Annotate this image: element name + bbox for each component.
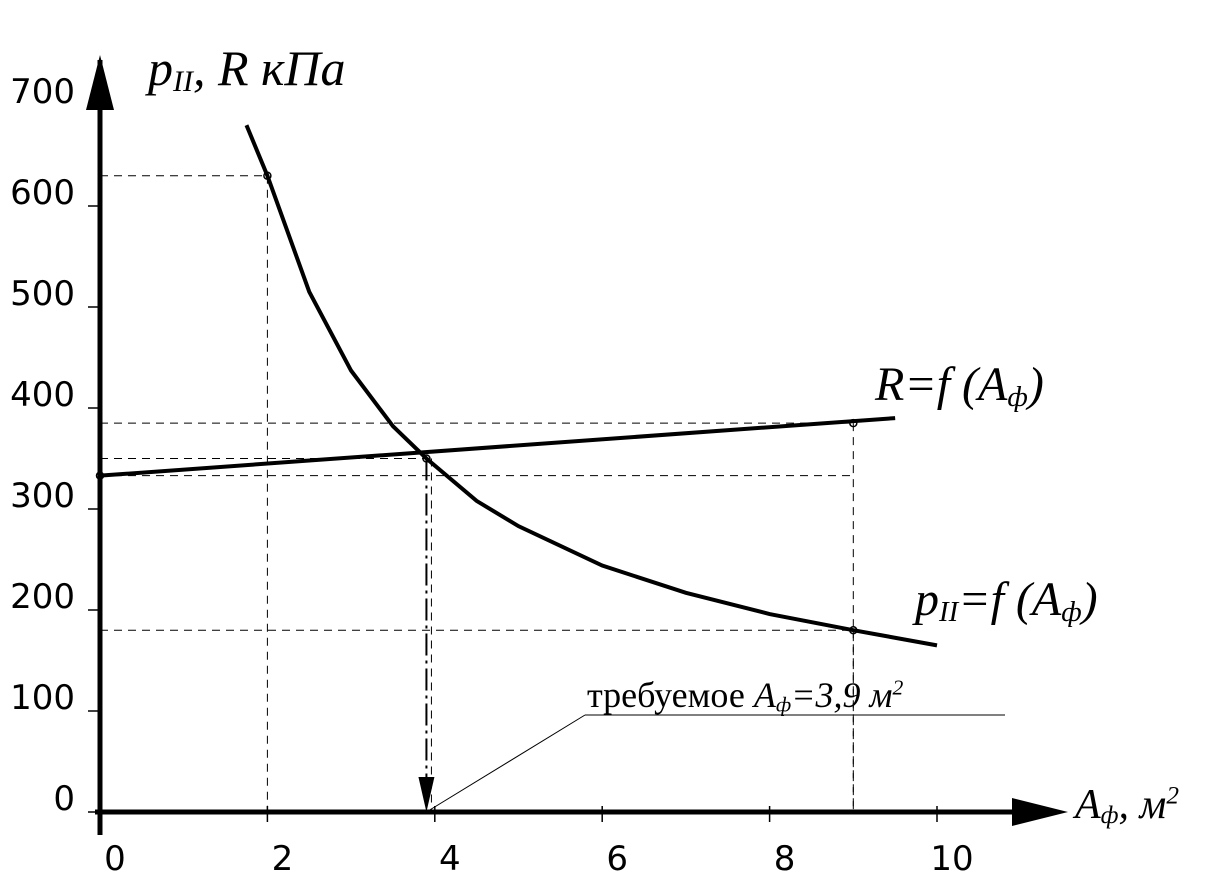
y-axis-label-part: II	[172, 65, 195, 98]
annotation-leader	[426, 714, 586, 813]
y-tick-label: 100	[10, 678, 75, 718]
legend-label: pII=f (Aф)	[912, 573, 1098, 628]
x-axis-label-part: A	[1072, 782, 1101, 828]
x-axis-label: Aф, м2	[1072, 782, 1179, 829]
annotation-part: =3,9 м	[791, 675, 892, 715]
x-tick-label: 10	[930, 839, 973, 879]
x-axis-label-part: ф	[1101, 802, 1119, 829]
legend-label-part: ф	[1007, 381, 1027, 413]
guide-point	[422, 454, 431, 463]
annotation-part: ф	[776, 692, 791, 716]
annotation-part: требуемое	[587, 675, 754, 715]
series-line	[244, 124, 938, 648]
y-tick-label: 700	[10, 72, 75, 112]
x-tick-label: 6	[606, 839, 628, 879]
y-tick-label: 600	[10, 173, 75, 213]
x-tick-label: 4	[439, 839, 461, 879]
annotation: требуемое Aф=3,9 м2	[587, 675, 903, 716]
y-tick-label: 400	[10, 375, 75, 415]
guide-arrowhead	[418, 777, 435, 812]
y-tick-label: 0	[53, 779, 75, 819]
y-tick-label: 200	[10, 577, 75, 617]
legend-label-part: II	[938, 596, 960, 628]
y-axis-label: pII, R кПа	[145, 40, 346, 98]
annotation-part: 2	[892, 675, 903, 699]
x-tick-label: 2	[272, 839, 294, 879]
legend-label: R=f (Aф)	[874, 358, 1044, 413]
y-axis-label-part: , R кПа	[193, 40, 346, 96]
legend-label-part: )	[1079, 573, 1098, 626]
x-axis-label-part: 2	[1166, 782, 1179, 809]
legend-label-part: p	[912, 573, 939, 626]
y-axis-label-part: p	[145, 40, 173, 96]
y-tick-label: 300	[10, 476, 75, 516]
x-tick-label: 8	[774, 839, 796, 879]
y-tick-label: 500	[10, 274, 75, 314]
legend-label-part: )	[1025, 358, 1044, 411]
legend-label-part: R=f (A	[874, 358, 1008, 411]
legend-label-part: =f (A	[958, 573, 1062, 626]
x-tick-label: 0	[104, 839, 126, 879]
x-axis-label-part: , м	[1119, 782, 1167, 828]
series-line	[99, 416, 896, 478]
legend-label-part: ф	[1061, 596, 1081, 628]
annotation-part: A	[752, 675, 777, 715]
